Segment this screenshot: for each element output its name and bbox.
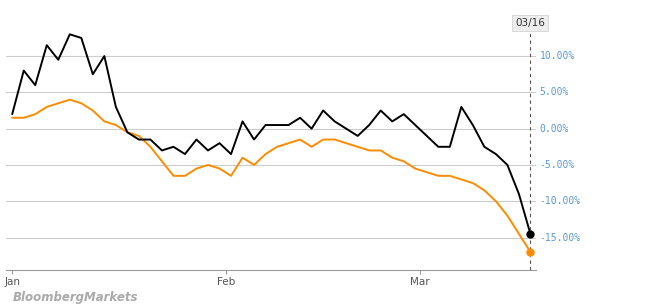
Text: -5.00%: -5.00% bbox=[539, 160, 575, 170]
Text: -10.00%: -10.00% bbox=[539, 196, 581, 206]
Text: BloombergMarkets: BloombergMarkets bbox=[13, 291, 138, 304]
Text: 10.00%: 10.00% bbox=[539, 51, 575, 61]
Text: -15.00%: -15.00% bbox=[539, 232, 581, 243]
Text: 5.00%: 5.00% bbox=[539, 87, 568, 97]
Text: 0.00%: 0.00% bbox=[539, 124, 568, 134]
Text: 03/16: 03/16 bbox=[516, 17, 545, 28]
